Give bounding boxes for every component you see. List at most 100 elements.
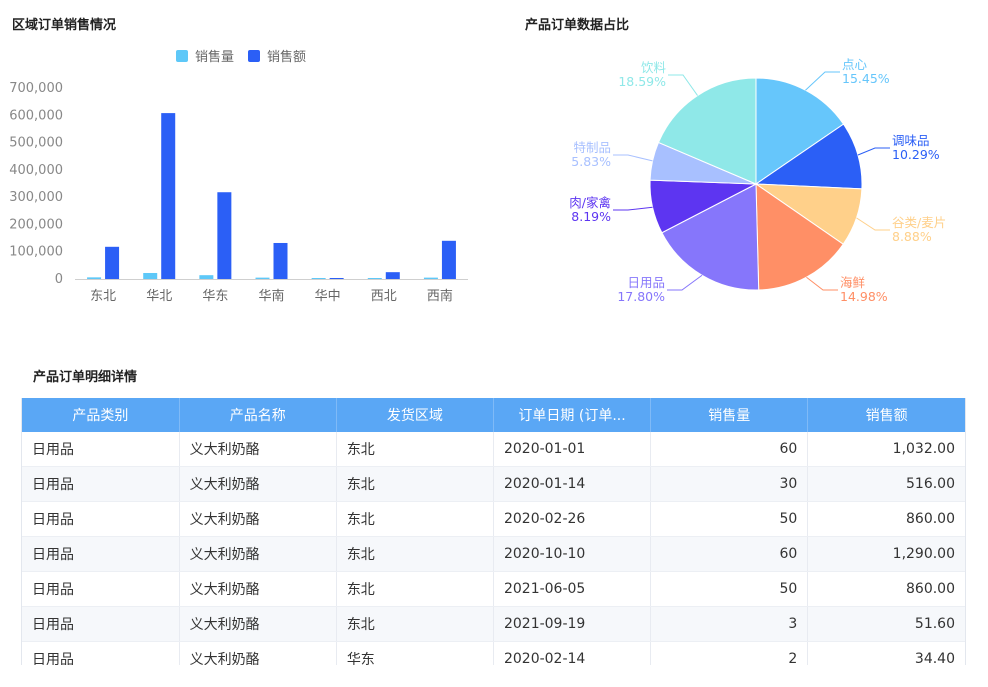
cell-order-date: 2021-09-19 — [493, 606, 652, 642]
pie-label-name: 调味品 — [892, 133, 930, 148]
column-header-category[interactable]: 产品类别 — [22, 398, 180, 432]
pie-label-percent: 18.59% — [618, 74, 666, 89]
pie-label-name: 特制品 — [573, 140, 611, 155]
column-header-region[interactable]: 发货区域 — [336, 398, 494, 432]
bar-amount-6[interactable] — [441, 240, 456, 279]
cell-order-date: 2020-02-26 — [493, 501, 652, 537]
y-tick-label: 0 — [55, 272, 63, 287]
bar-quantity-6[interactable] — [423, 277, 438, 279]
cell-sales-amount: 860.00 — [807, 501, 965, 537]
column-header-product-name[interactable]: 产品名称 — [179, 398, 337, 432]
pie-chart-title: 产品订单数据占比 — [525, 18, 630, 33]
cell-sales-amount: 516.00 — [807, 466, 965, 502]
table-row[interactable]: 日用品 义大利奶酪 东北 2020-01-01 60 1,032.00 — [22, 432, 965, 467]
cell-quantity: 60 — [650, 432, 809, 467]
bar-quantity-0[interactable] — [87, 277, 102, 279]
cell-order-date: 2020-01-14 — [493, 466, 652, 502]
cell-category: 日用品 — [22, 606, 180, 642]
cell-category: 日用品 — [22, 501, 180, 537]
pie-leader-line — [667, 274, 703, 291]
cell-product-name: 义大利奶酪 — [179, 466, 337, 502]
bar-amount-2[interactable] — [217, 192, 232, 279]
pie-label-percent: 5.83% — [571, 154, 611, 169]
table-row[interactable]: 日用品 义大利奶酪 东北 2020-02-26 50 860.00 — [22, 501, 965, 537]
pie-leader-line — [806, 276, 838, 291]
bar-chart-title: 区域订单销售情况 — [12, 18, 117, 33]
x-category-label: 东北 — [90, 289, 116, 304]
legend-item-0[interactable]: 销售量 — [176, 49, 234, 65]
y-tick-label: 400,000 — [9, 163, 63, 178]
legend-swatch — [248, 50, 260, 62]
cell-quantity: 50 — [650, 571, 809, 607]
table-row[interactable]: 日用品 义大利奶酪 东北 2021-09-19 3 51.60 — [22, 606, 965, 642]
cell-product-name: 义大利奶酪 — [179, 536, 337, 572]
cell-sales-amount: 51.60 — [807, 606, 965, 642]
cell-category: 日用品 — [22, 432, 180, 467]
column-header-order-date[interactable]: 订单日期 (订单... — [493, 398, 652, 432]
pie-label-percent: 17.80% — [617, 289, 665, 304]
cell-category: 日用品 — [22, 466, 180, 502]
bar-quantity-2[interactable] — [199, 275, 214, 279]
cell-quantity: 30 — [650, 466, 809, 502]
column-header-sales-amount[interactable]: 销售额 — [807, 398, 965, 432]
bar-quantity-1[interactable] — [143, 272, 158, 279]
table-row[interactable]: 日用品 义大利奶酪 东北 2021-06-05 50 860.00 — [22, 571, 965, 607]
legend-item-1[interactable]: 销售额 — [248, 49, 306, 65]
bar-quantity-4[interactable] — [311, 278, 326, 279]
cell-product-name: 义大利奶酪 — [179, 606, 337, 642]
cell-region: 东北 — [336, 466, 494, 502]
bar-amount-4[interactable] — [329, 278, 344, 279]
cell-quantity: 60 — [650, 536, 809, 572]
table-title: 产品订单明细详情 — [33, 370, 138, 385]
cell-category: 日用品 — [22, 641, 180, 665]
cell-quantity: 3 — [650, 606, 809, 642]
pie-label-percent: 8.88% — [892, 229, 932, 244]
pie-label-name: 点心 — [842, 57, 868, 72]
table-row[interactable]: 日用品 义大利奶酪 华东 2020-02-14 2 34.40 — [22, 641, 965, 665]
order-detail-table: 产品类别 产品名称 发货区域 订单日期 (订单... 销售量 销售额 日用品 义大… — [21, 398, 966, 665]
pie-label-percent: 15.45% — [842, 71, 890, 86]
pie-leader-line — [668, 74, 698, 96]
cell-category: 日用品 — [22, 536, 180, 572]
legend-swatch — [176, 50, 188, 62]
table-row[interactable]: 日用品 义大利奶酪 东北 2020-01-14 30 516.00 — [22, 466, 965, 502]
cell-order-date: 2020-01-01 — [493, 432, 652, 467]
bar-amount-3[interactable] — [273, 242, 288, 279]
x-category-label: 西南 — [427, 288, 453, 304]
x-category-label: 华北 — [146, 289, 172, 304]
column-header-quantity[interactable]: 销售量 — [650, 398, 809, 432]
pie-leader-line — [856, 217, 890, 231]
pie-slice-7[interactable] — [657, 77, 757, 185]
cell-region: 东北 — [336, 571, 494, 607]
cell-quantity: 50 — [650, 501, 809, 537]
cell-region: 东北 — [336, 501, 494, 537]
pie-label-name: 饮料 — [641, 60, 667, 75]
bar-amount-1[interactable] — [161, 113, 176, 279]
cell-region: 东北 — [336, 432, 494, 467]
pie-leader-line — [857, 147, 890, 156]
bar-legend: 销售量 销售额 — [176, 49, 306, 65]
cell-product-name: 义大利奶酪 — [179, 432, 337, 467]
cell-order-date: 2020-02-14 — [493, 641, 652, 665]
pie-leader-line — [613, 206, 653, 211]
bar-amount-0[interactable] — [105, 246, 120, 279]
cell-region: 东北 — [336, 536, 494, 572]
pie-slice-0[interactable] — [755, 77, 845, 185]
table-row[interactable]: 日用品 义大利奶酪 东北 2020-10-10 60 1,290.00 — [22, 536, 965, 572]
table-header-row: 产品类别 产品名称 发货区域 订单日期 (订单... 销售量 销售额 — [22, 398, 965, 432]
y-tick-label: 500,000 — [9, 136, 63, 151]
cell-order-date: 2020-10-10 — [493, 536, 652, 572]
cell-sales-amount: 1,290.00 — [807, 536, 965, 572]
cell-product-name: 义大利奶酪 — [179, 641, 337, 665]
bar-amount-5[interactable] — [385, 272, 400, 279]
bar-quantity-5[interactable] — [367, 278, 382, 279]
x-category-label: 华南 — [258, 288, 284, 304]
pie-label-percent: 8.19% — [571, 209, 611, 224]
pie-leader-line — [805, 71, 840, 91]
cell-category: 日用品 — [22, 571, 180, 607]
cell-sales-amount: 1,032.00 — [807, 432, 965, 467]
x-category-label: 华东 — [202, 289, 228, 304]
pie-label-name: 日用品 — [627, 275, 665, 290]
bar-quantity-3[interactable] — [255, 277, 270, 279]
y-tick-label: 700,000 — [9, 81, 63, 96]
